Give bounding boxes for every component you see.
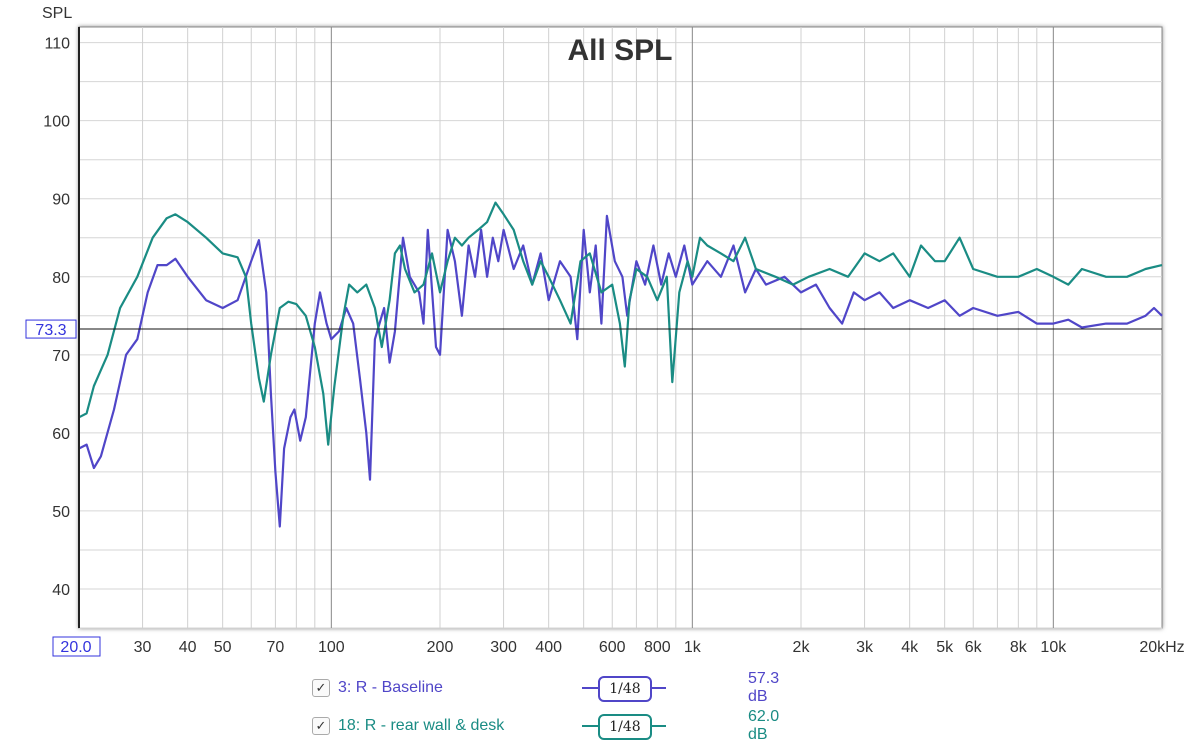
x-tick-label: 1k [684, 639, 702, 656]
x-tick-label: 600 [599, 639, 626, 656]
y-tick-label: 50 [52, 504, 70, 521]
legend-item-rear-wall: ✓ 18: R - rear wall & desk 1/48 62.0 dB [312, 708, 779, 743]
x-tick-label: 30 [134, 639, 152, 656]
x-tick-label: 10k [1040, 639, 1067, 656]
cursor-x-readout: 20.0 [60, 639, 91, 656]
x-tick-label: 100 [318, 639, 345, 656]
x-tick-label: 20kHz [1139, 639, 1184, 656]
series-level: 62.0 dB [748, 708, 780, 743]
checkbox-rear-wall[interactable]: ✓ [312, 717, 330, 735]
legend-item-baseline: ✓ 3: R - Baseline 1/48 57.3 dB [312, 670, 779, 705]
y-tick-label: 110 [44, 36, 70, 53]
y-tick-label: 80 [52, 270, 70, 287]
y-tick-label: 100 [43, 114, 70, 131]
smoothing-button[interactable]: 1/48 [582, 676, 666, 702]
y-tick-label: 40 [52, 582, 70, 599]
cursor-x-box [52, 636, 101, 657]
x-tick-label: 40 [179, 639, 197, 656]
x-tick-label: 2k [793, 639, 811, 656]
x-tick-label: 3k [856, 639, 874, 656]
x-tick-label: 5k [936, 639, 954, 656]
y-tick-label: 70 [52, 348, 70, 365]
x-tick-label: 70 [267, 639, 285, 656]
x-tick-label: 300 [490, 639, 517, 656]
x-tick-label: 800 [644, 639, 671, 656]
x-tick-label: 4k [901, 639, 919, 656]
x-tick-label: 50 [214, 639, 232, 656]
checkbox-baseline[interactable]: ✓ [312, 679, 330, 697]
series-line-1[interactable] [78, 201, 1163, 446]
x-tick-label: 8k [1010, 639, 1028, 656]
series-line-0[interactable] [78, 214, 1163, 528]
cursor-y-box [25, 319, 77, 339]
series-name: 3: R - Baseline [338, 679, 443, 696]
smoothing-label: 1/48 [598, 714, 652, 740]
cursor-y-readout: 73.3 [35, 322, 66, 339]
x-tick-label: 6k [965, 639, 983, 656]
series-level: 57.3 dB [748, 670, 780, 705]
smoothing-label: 1/48 [598, 676, 652, 702]
y-tick-label: 90 [52, 192, 70, 209]
x-tick-label: 200 [427, 639, 454, 656]
y-tick-label: 60 [52, 426, 70, 443]
y-axis-label: SPL [42, 5, 72, 22]
x-tick-label: 400 [535, 639, 562, 656]
spl-chart[interactable]: All SPL SPL 40 50 60 70 80 90 100 110 30 40 50 70 10… [0, 0, 1200, 660]
smoothing-button[interactable]: 1/48 [582, 714, 666, 740]
series-name: 18: R - rear wall & desk [338, 717, 505, 734]
chart-title: All SPL [567, 34, 672, 67]
